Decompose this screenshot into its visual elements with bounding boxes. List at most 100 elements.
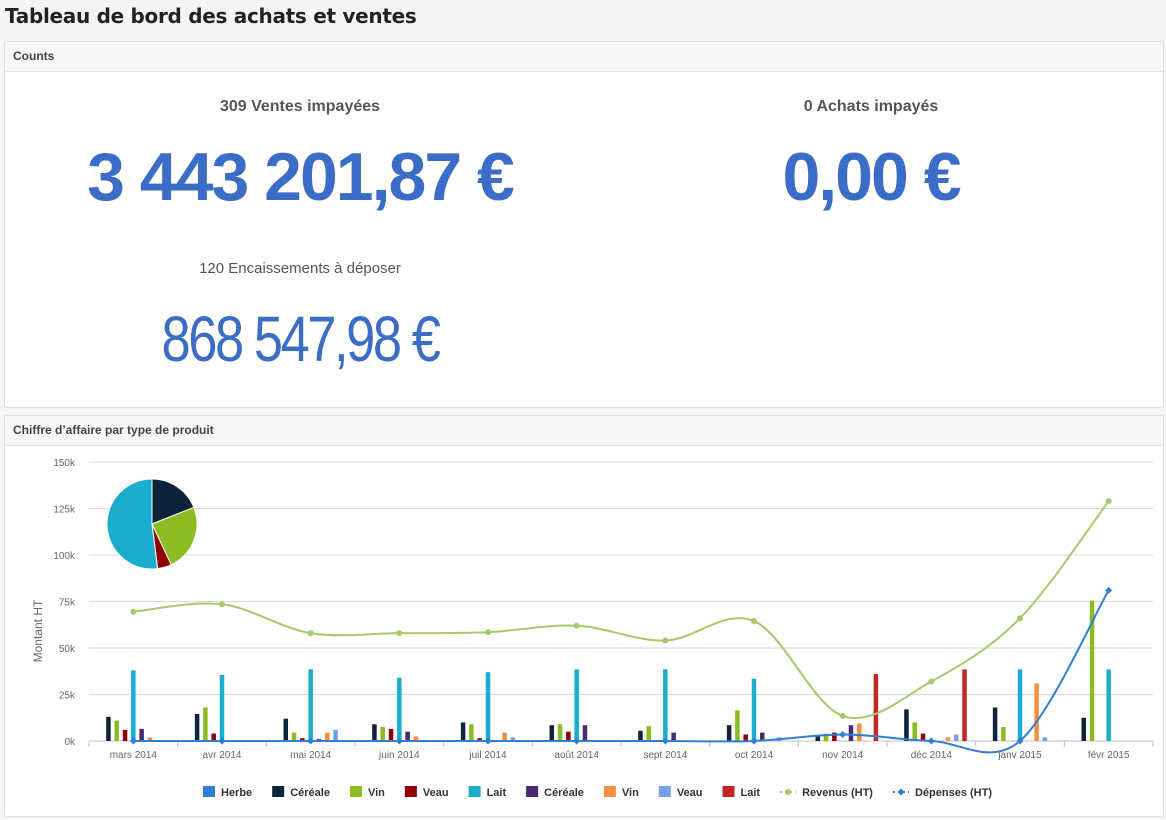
line-marker	[839, 712, 846, 719]
deposits-value: 868 547,98 €	[161, 303, 441, 375]
bar-veau	[388, 728, 394, 741]
legend-item: Herbe	[203, 786, 252, 799]
bar-veau	[566, 731, 571, 741]
line-marker	[573, 737, 581, 745]
y-axis-title: Montant HT	[31, 599, 45, 662]
y-tick-label: 25k	[59, 691, 76, 702]
x-tick-label: mai 2014	[290, 750, 332, 761]
bar-céréale	[848, 725, 854, 741]
legend-label: Céréale	[544, 787, 584, 799]
legend-label: Veau	[677, 787, 703, 799]
y-tick-label: 50k	[59, 644, 76, 655]
legend: Herbe Céréale Vin Veau Lait Céréale Vin Veau Lai…	[203, 786, 992, 799]
legend-label: Veau	[423, 787, 449, 799]
x-tick-label: nov 2014	[822, 750, 864, 761]
legend-swatch	[722, 786, 735, 797]
bar-céréale	[638, 730, 643, 741]
bar-vin	[735, 710, 740, 741]
legend-marker	[785, 789, 792, 795]
bar-céréale	[372, 724, 377, 741]
unpaid-sales-label: 309 Ventes impayées	[219, 98, 381, 115]
bar-vin	[557, 724, 563, 741]
x-tick-label: mars 2014	[110, 750, 158, 761]
legend-marker	[897, 788, 905, 796]
legend-label: Lait	[487, 787, 507, 799]
bar-lait	[574, 669, 579, 741]
bar-veau	[300, 738, 305, 741]
legend-swatch	[203, 786, 215, 797]
line-marker	[928, 678, 935, 685]
x-tick-label: janv 2015	[997, 750, 1042, 761]
legend-item: Veau	[658, 786, 703, 799]
line-marker	[839, 730, 847, 738]
bar-veau	[333, 729, 338, 741]
bar-lait	[751, 678, 757, 741]
bar-céréale	[726, 725, 732, 741]
bar-vin	[823, 733, 829, 741]
legend-item: Veau	[404, 786, 449, 799]
x-tick-label: juin 2014	[378, 750, 420, 761]
unpaid-sales-value: 3 443 201,87 €	[87, 139, 515, 215]
bar-lait	[873, 674, 879, 741]
line-marker	[219, 601, 225, 608]
bar-veau	[122, 729, 128, 741]
x-tick-label: déc 2014	[911, 750, 953, 761]
legend-label: Revenus (HT)	[802, 787, 873, 799]
bar-veau	[211, 733, 216, 741]
bar-veau	[832, 732, 837, 741]
bar-vin	[1089, 600, 1095, 741]
bar-lait	[962, 669, 967, 741]
counts-panel: Counts 309 Ventes impayées 3 443 201,87 …	[4, 41, 1164, 408]
legend-item: Lait	[722, 786, 761, 799]
bar-lait	[397, 677, 402, 741]
bar-céréale	[460, 722, 466, 741]
bar-céréale	[671, 732, 676, 741]
bar-vin	[912, 722, 917, 741]
line-marker	[751, 618, 757, 625]
legend-label: Vin	[368, 787, 385, 799]
line-marker	[395, 737, 403, 745]
y-tick-label: 75k	[59, 598, 76, 609]
x-axis-ticks: mars 2014 avr 2014 mai 2014 juin 2014 juil 2…	[88, 741, 1154, 761]
bar-series	[106, 600, 1111, 741]
bar-veau	[510, 737, 516, 741]
bar-vin	[203, 707, 208, 741]
bar-lait	[485, 672, 491, 741]
bar-céréale	[815, 735, 821, 741]
bar-vin	[502, 732, 507, 741]
legend-label: Céréale	[290, 787, 330, 799]
bar-veau	[743, 734, 748, 741]
bar-céréale	[1081, 717, 1087, 741]
legend-item: Lait	[468, 786, 507, 799]
bar-vin	[325, 732, 330, 741]
line-series	[129, 498, 1113, 754]
legend-item: Vin	[349, 786, 385, 799]
bar-vin	[380, 727, 385, 741]
bar-lait	[1017, 669, 1023, 741]
y-tick-label: 0k	[64, 737, 76, 748]
legend-swatch	[658, 786, 671, 797]
bar-lait	[663, 669, 668, 741]
pie-slice-lait	[106, 478, 159, 570]
x-tick-label: avr 2014	[203, 750, 242, 761]
legend-swatch	[526, 786, 539, 797]
bar-lait	[131, 670, 136, 741]
legend-item: Céréale	[526, 786, 584, 799]
legend-label: Lait	[741, 787, 761, 799]
bar-vin	[646, 726, 651, 741]
bar-lait	[308, 669, 313, 741]
line-marker	[1016, 737, 1024, 745]
y-tick-label: 100k	[53, 551, 76, 562]
bar-vin	[1001, 727, 1006, 741]
legend-swatch	[468, 786, 481, 797]
bar-vin	[413, 736, 419, 741]
bar-céréale	[582, 725, 588, 741]
bar-vin	[147, 737, 153, 741]
legend-label: Dépenses (HT)	[915, 787, 992, 799]
pie-chart	[106, 478, 198, 570]
line-marker	[1017, 615, 1023, 622]
x-tick-label: sept 2014	[643, 750, 687, 761]
line-marker	[662, 637, 669, 644]
line-marker	[927, 737, 935, 745]
x-tick-label: oct 2014	[735, 750, 774, 761]
